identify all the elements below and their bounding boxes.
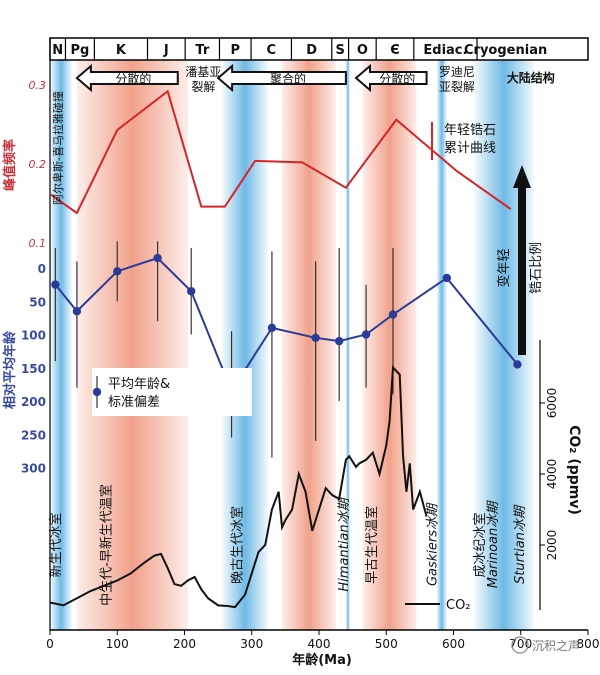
x-tick-label: 0 <box>46 637 54 651</box>
x-tick-label: 200 <box>173 637 196 651</box>
x-tick-label: 800 <box>577 637 600 651</box>
phase-note-line1: 罗迪尼 <box>439 65 475 79</box>
vertical-annotation: Gaskiers冰期 <box>426 502 441 586</box>
blue-tick-label: 100 <box>21 329 46 343</box>
mean-age-point <box>51 280 60 289</box>
blue-tick-label: 0 <box>38 262 46 276</box>
mean-age-point <box>388 310 398 319</box>
period-label: Tr <box>195 43 209 58</box>
mean-age-point <box>361 330 371 339</box>
red-tick-label: 0.2 <box>29 158 47 171</box>
mean-age-point <box>187 287 196 296</box>
x-tick-label: 400 <box>308 637 331 651</box>
zircon-ratio-label: 锆石比例 <box>529 242 544 294</box>
co2-line <box>49 365 428 609</box>
period-header: N Pg K J Tr P C D S O Є Ediac.Cryogenian <box>49 37 589 61</box>
vertical-annotation: 新生代冰室 <box>48 512 64 577</box>
red-tick-label: 0.1 <box>29 237 47 250</box>
co2-tick-label: 4000 <box>545 459 559 490</box>
mean-age-point <box>113 267 122 276</box>
red-tick-label: 0.3 <box>29 79 47 92</box>
phase-note-line2: 裂解 <box>191 80 215 94</box>
blue-tick-label: 150 <box>21 362 46 376</box>
mean-age-point <box>442 273 451 283</box>
period-label: P <box>231 43 241 58</box>
collision-label: 阿尔卑斯-喜马拉雅碰撞 <box>51 91 65 205</box>
mean-age-point <box>513 360 522 369</box>
legend-mean-label-1: 平均年龄& <box>108 377 170 392</box>
vertical-annotation: 成冰纪冰室 <box>472 512 488 577</box>
period-label: K <box>116 43 127 58</box>
mean-age-point <box>311 333 320 343</box>
x-tick-label: 100 <box>106 637 129 651</box>
red-axis-label: 峰值频率 <box>2 139 18 191</box>
vertical-annotation: 晚古生代冰室 <box>230 506 246 584</box>
blue-tick-label: 300 <box>21 462 46 476</box>
period-label: Є <box>390 43 400 58</box>
glaciation-band-2 <box>345 60 350 630</box>
legend-mean-bg <box>92 368 252 416</box>
period-label: Cryogenian <box>464 43 547 58</box>
period-label: Pg <box>71 43 90 58</box>
series-layer <box>49 89 522 609</box>
period-label: Ediac. <box>423 43 467 58</box>
phase-arrow-2 <box>216 63 347 93</box>
youth-label: 变年轻 <box>496 248 512 287</box>
co2-axis-label: CO₂ (ppmv) <box>566 425 582 515</box>
blue-tick-label: 50 <box>29 295 46 309</box>
co2-tick-label: 6000 <box>545 388 559 419</box>
phase-arrow-3 <box>354 63 428 93</box>
co2-tick-label: 2000 <box>545 530 559 561</box>
youth-arrow <box>513 165 531 355</box>
glaciation-band-3 <box>436 60 447 630</box>
legend-co2-label: CO₂ <box>446 598 471 613</box>
x-tick-label: 300 <box>240 637 263 651</box>
vertical-annotation: 早古生代温室 <box>364 506 380 584</box>
greenhouse-band-1 <box>282 60 336 630</box>
phase-note-line1: 潘基亚 <box>185 65 221 79</box>
phase-arrow-0 <box>75 63 179 93</box>
phase-note: 大陆结构 <box>507 70 555 85</box>
mean-age-point <box>267 323 277 333</box>
vertical-annotation: Sturtian冰期 <box>513 504 528 584</box>
vertical-annotation: Himantian冰期 <box>337 496 352 591</box>
period-label: S <box>335 43 344 58</box>
period-label: O <box>357 43 368 58</box>
watermark-text: 沉积之声 <box>532 639 580 653</box>
phase-label: 分散的 <box>379 71 415 86</box>
greenhouse-band-2 <box>362 60 417 630</box>
greenhouse-band-0 <box>76 60 188 630</box>
phase-note-line2: 亚裂解 <box>439 80 475 94</box>
phase-label: 聚合的 <box>270 71 306 86</box>
legend-mean-label-2: 标准偏差 <box>108 395 160 410</box>
period-label: N <box>52 43 63 58</box>
blue-tick-label: 200 <box>21 395 46 409</box>
watermark-icon <box>511 636 529 654</box>
axes: 0 100 200 300 400 500 600 700 800年龄(Ma)0.10.20.3… <box>2 38 599 668</box>
period-label: D <box>306 43 317 58</box>
blue-axis-label: 相对平均年龄 <box>2 330 18 409</box>
mean-age-point <box>334 336 344 346</box>
legend-zircon-label-2: 累计曲线 <box>444 141 496 156</box>
x-axis-label: 年龄(Ma) <box>292 652 352 668</box>
vertical-annotation: 中生代-早新生代温室 <box>99 484 115 606</box>
annotations: 新生代冰室 中生代-早新生代温室 晚古生代冰室 Himantian冰期 早古生代温室 Ga… <box>48 91 528 606</box>
climate-bands <box>50 60 535 630</box>
period-label: J <box>163 43 169 58</box>
legend-zircon-label-1: 年轻锆石 <box>444 123 496 138</box>
blue-tick-label: 250 <box>21 428 46 442</box>
x-tick-label: 500 <box>375 637 398 651</box>
x-tick-label: 600 <box>442 637 465 651</box>
glaciation-band-0 <box>50 60 73 630</box>
mean-age-point <box>153 253 162 263</box>
mean-age-point <box>72 307 82 316</box>
zircon-cumulative-curve <box>49 89 512 215</box>
phase-label: 分散的 <box>115 71 151 86</box>
period-label: C <box>266 43 276 58</box>
legend-mean-dot <box>92 387 102 397</box>
vertical-annotation: Marinoan冰期 <box>486 500 501 589</box>
